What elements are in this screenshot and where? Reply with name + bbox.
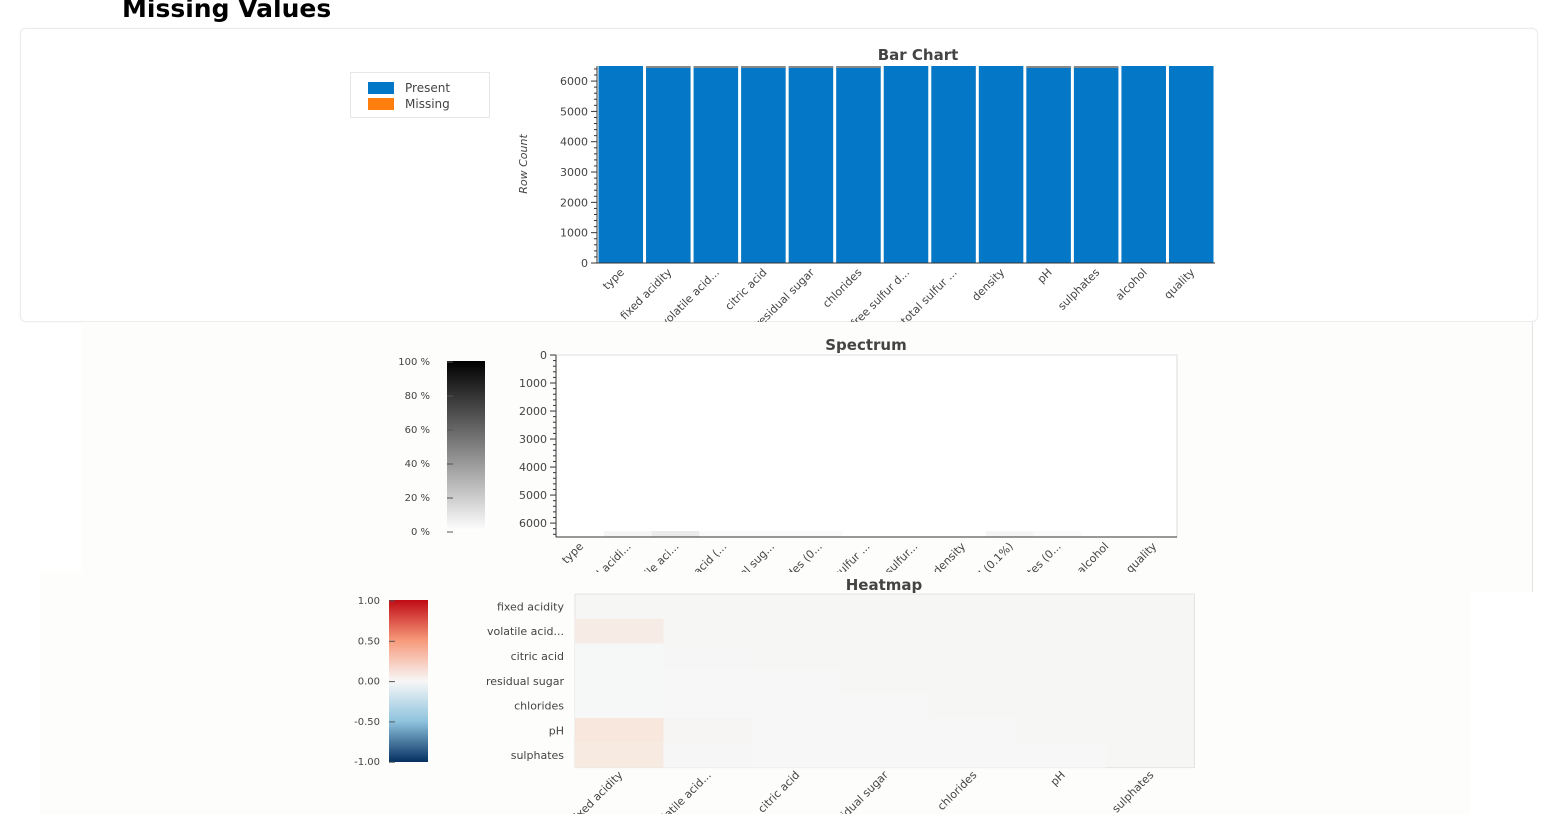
bar-chart-legend[interactable]: Present Missing — [350, 72, 490, 118]
page-title: Missing Values — [122, 0, 332, 23]
bar-present-5 — [836, 66, 881, 264]
heatmap-col-label: pH — [1048, 769, 1068, 789]
heatmap-col-label: volatile acid... — [650, 769, 714, 814]
bar-y-tick-label: 2000 — [560, 196, 588, 209]
heatmap-row-label: sulphates — [511, 749, 565, 762]
legend-label-missing: Missing — [405, 97, 450, 111]
heatmap-cell-4-1 — [663, 693, 752, 718]
spectrum-y-tick-label: 0 — [540, 349, 547, 362]
bar-present-4 — [788, 66, 834, 264]
bar-y-tick-label: 1000 — [560, 227, 588, 240]
spectrum-colorbar-tick-label: 100 % — [398, 357, 430, 368]
heatmap-cell-3-2 — [752, 668, 841, 694]
heatmap-cell-4-2 — [752, 693, 841, 718]
spectrum-colorbar — [447, 361, 485, 531]
bar-present-1 — [646, 66, 691, 263]
bar-y-tick-label: 4000 — [560, 136, 588, 149]
bar-chart-ylabel: Row Count — [517, 134, 530, 194]
spectrum-y-tick-label: 1000 — [519, 377, 547, 390]
heatmap-row-label: pH — [549, 724, 564, 737]
bar-missing-10 — [1073, 66, 1119, 68]
spectrum-colorbar-tick-label: 80 % — [405, 391, 430, 402]
heatmap-col-label: chlorides — [935, 768, 980, 813]
bar-present-7 — [931, 66, 976, 263]
heatmap-cell-2-1 — [663, 643, 752, 669]
bar-missing-1 — [646, 66, 691, 68]
bar-missing-2 — [693, 66, 739, 68]
heatmap-cell-3-0 — [575, 668, 664, 694]
heatmap-cell-6-2 — [752, 742, 841, 768]
spectrum-y-tick-label: 6000 — [519, 517, 547, 530]
spectrum-colorbar-tick-label: 0 % — [411, 527, 430, 538]
bar-y-tick-label: 3000 — [560, 166, 588, 179]
legend-label-present: Present — [405, 81, 451, 95]
bar-present-6 — [883, 66, 929, 263]
heatmap-cell-6-0 — [575, 742, 664, 768]
bar-present-3 — [741, 66, 786, 263]
heatmap-row-label: fixed acidity — [497, 600, 565, 613]
heatmap-colorbar-tick-label: 0.50 — [358, 636, 380, 647]
bar-present-11 — [1121, 66, 1166, 263]
heatmap-cell-5-3 — [840, 718, 929, 743]
spectrum-title: Spectrum — [825, 336, 906, 354]
bar-y-tick-label: 6000 — [560, 75, 588, 88]
spectrum-column-2 — [651, 531, 700, 537]
heatmap-col-label: sulphates — [1110, 768, 1157, 814]
heatmap-cell-6-1 — [663, 742, 752, 768]
bar-missing-5 — [836, 66, 881, 68]
bar-chart-title: Bar Chart — [878, 46, 959, 64]
heatmap-cell-5-4 — [929, 718, 1018, 743]
heatmap-cell-1-0 — [575, 618, 664, 644]
heatmap-row-label: chlorides — [514, 700, 564, 713]
spectrum-y-tick-label: 3000 — [519, 433, 547, 446]
spectrum-plot-area — [555, 354, 1178, 538]
heatmap-cell-4-0 — [575, 693, 664, 718]
heatmap-cell-6-3 — [840, 742, 929, 768]
present-swatch — [368, 82, 394, 94]
heatmap-title: Heatmap — [846, 576, 923, 594]
heatmap-row-label: residual sugar — [486, 675, 565, 688]
bar-present-9 — [1026, 66, 1071, 264]
heatmap-cell-2-0 — [575, 643, 664, 669]
spectrum-colorbar-tick-label: 60 % — [405, 425, 430, 436]
spectrum-colorbar-tick-label: 40 % — [405, 459, 430, 470]
spectrum-y-tick-label: 5000 — [519, 489, 547, 502]
heatmap-cell-3-1 — [663, 668, 752, 694]
spectrum-y-tick-label: 4000 — [519, 461, 547, 474]
heatmap-cell-6-5 — [1017, 742, 1106, 768]
bar-missing-9 — [1026, 66, 1071, 68]
heatmap-colorbar — [389, 600, 428, 762]
bar-y-tick-label: 5000 — [560, 105, 588, 118]
heatmap-colorbar-tick-label: -0.50 — [354, 717, 380, 728]
spectrum-column-1 — [603, 531, 652, 537]
heatmap-row-label: citric acid — [511, 650, 564, 663]
spectrum-y-tick-label: 2000 — [519, 405, 547, 418]
missing-swatch — [368, 98, 394, 110]
heatmap-cell-6-4 — [929, 742, 1018, 768]
heatmap-colorbar-tick-label: -1.00 — [354, 757, 380, 768]
heatmap-colorbar-tick-label: 0.00 — [358, 677, 380, 688]
heatmap-col-label: citric acid — [755, 769, 802, 814]
spectrum-colorbar-tick-label: 20 % — [405, 493, 430, 504]
bar-missing-3 — [741, 66, 786, 68]
heatmap-colorbar-tick-label: 1.00 — [358, 596, 380, 607]
bar-present-2 — [693, 66, 739, 263]
bar-present-10 — [1073, 66, 1119, 264]
heatmap-cell-5-1 — [663, 718, 752, 743]
spectrum-column-9 — [985, 531, 1034, 537]
bar-present-12 — [1168, 66, 1214, 263]
heatmap-cell-4-3 — [840, 693, 929, 718]
heatmap-cell-5-0 — [575, 718, 664, 743]
bar-y-tick-label: 0 — [581, 257, 588, 270]
heatmap-cell-5-2 — [752, 718, 841, 743]
heatmap-row-label: volatile acid... — [487, 625, 564, 638]
heatmap-col-label: residual sugar — [827, 768, 892, 814]
bar-present-8 — [978, 66, 1024, 263]
heatmap-col-label: fixed acidity — [569, 768, 626, 814]
bar-present-0 — [598, 66, 644, 263]
bar-missing-4 — [788, 66, 834, 68]
